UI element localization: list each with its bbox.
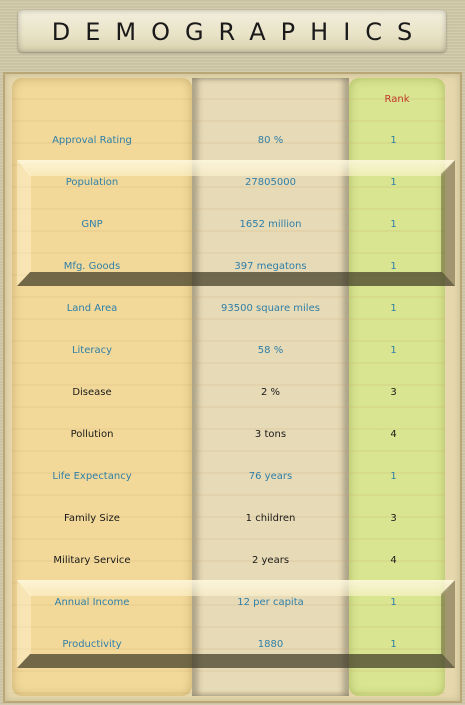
row-rank: 1 <box>390 345 397 356</box>
table-row: Military Service 2 years 4 <box>0 552 465 570</box>
page-title: DEMOGRAPHICS <box>51 18 428 46</box>
row-value: 397 megatons <box>234 261 307 272</box>
table-row: Pollution 3 tons 4 <box>0 426 465 444</box>
row-value: 93500 square miles <box>221 303 320 314</box>
table-row: Productivity 1880 1 <box>0 636 465 654</box>
row-rank: 4 <box>390 429 397 440</box>
row-label: Family Size <box>64 513 120 524</box>
table-row: GNP 1652 million 1 <box>0 216 465 234</box>
row-label: Military Service <box>53 555 131 566</box>
row-value: 2 % <box>260 387 281 398</box>
row-rank: 1 <box>390 471 397 482</box>
row-rank: 3 <box>390 513 397 524</box>
row-rank: 1 <box>390 135 397 146</box>
row-label: Population <box>65 177 119 188</box>
table-row: Approval Rating 80 % 1 <box>0 132 465 150</box>
row-label: Mfg. Goods <box>63 261 121 272</box>
row-label: Annual Income <box>54 597 130 608</box>
row-label: Disease <box>72 387 112 398</box>
row-value: 80 % <box>257 135 284 146</box>
row-value: 1652 million <box>239 219 302 230</box>
rank-header: Rank <box>384 94 410 105</box>
row-value: 3 tons <box>254 429 287 440</box>
row-value: 76 years <box>248 471 293 482</box>
row-label: Land Area <box>66 303 118 314</box>
table-row: Disease 2 % 3 <box>0 384 465 402</box>
table-row: Life Expectancy 76 years 1 <box>0 468 465 486</box>
table-row: Mfg. Goods 397 megatons 1 <box>0 258 465 276</box>
row-rank: 1 <box>390 639 397 650</box>
table-row: Family Size 1 children 3 <box>0 510 465 528</box>
row-rank: 3 <box>390 387 397 398</box>
row-label: GNP <box>81 219 103 230</box>
row-label: Literacy <box>71 345 113 356</box>
table-row: Land Area 93500 square miles 1 <box>0 300 465 318</box>
row-value: 2 years <box>251 555 290 566</box>
row-rank: 1 <box>390 261 397 272</box>
row-rank: 1 <box>390 219 397 230</box>
row-label: Life Expectancy <box>52 471 132 482</box>
row-value: 58 % <box>257 345 284 356</box>
title-banner: DEMOGRAPHICS <box>18 10 446 52</box>
row-value: 12 per capita <box>237 597 304 608</box>
row-rank: 4 <box>390 555 397 566</box>
row-value: 27805000 <box>245 177 296 188</box>
row-value: 1 children <box>245 513 296 524</box>
row-rank: 1 <box>390 303 397 314</box>
row-label: Approval Rating <box>52 135 132 146</box>
row-value: 1880 <box>257 639 284 650</box>
row-rank: 1 <box>390 177 397 188</box>
table-row: Annual Income 12 per capita 1 <box>0 594 465 612</box>
row-label: Productivity <box>62 639 122 650</box>
table-row: Literacy 58 % 1 <box>0 342 465 360</box>
row-rank: 1 <box>390 597 397 608</box>
row-label: Pollution <box>70 429 114 440</box>
table-row: Population 27805000 1 <box>0 174 465 192</box>
